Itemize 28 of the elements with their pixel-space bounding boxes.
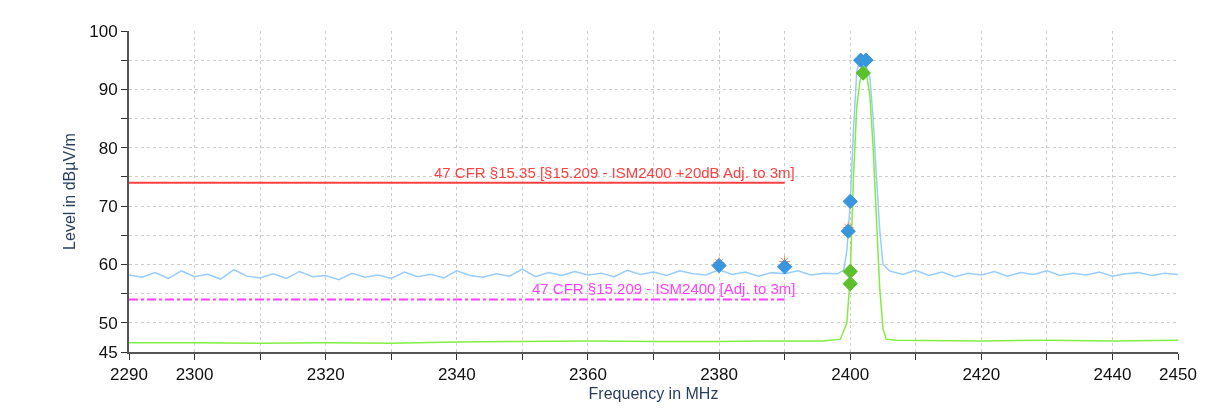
y-tick-label: 100 — [89, 21, 118, 41]
x-tick-label: 2440 — [1093, 365, 1132, 385]
x-tick-label: 2290 — [110, 365, 148, 385]
y-tick-label: 60 — [98, 255, 118, 275]
series-label: 47 CFR §15.35 [§15.209 - ISM2400 +20dB Adj. to 3m] — [434, 164, 795, 181]
x-tick-label: 2450 — [1159, 365, 1197, 385]
point — [711, 257, 727, 274]
point — [842, 193, 858, 210]
point — [840, 223, 856, 239]
x-tick-label: 2360 — [569, 365, 607, 385]
x-tick-label: 2420 — [962, 365, 1001, 385]
x-tick-label: 2380 — [700, 365, 738, 385]
y-tick-label: 80 — [98, 138, 118, 158]
y-tick-label: 90 — [98, 80, 118, 100]
series-label: 47 CFR §15.209 - ISM2400 [Adj. to 3m] — [532, 280, 796, 297]
y-tick-label: 45 — [98, 342, 118, 362]
point — [842, 276, 858, 292]
point — [776, 259, 793, 275]
x-tick-label: 2340 — [437, 365, 476, 385]
y-axis-title: Level in dBµV/m — [60, 133, 78, 250]
x-tick-label: 2320 — [306, 365, 345, 385]
y-tick-label: 70 — [98, 197, 118, 217]
point — [855, 65, 871, 81]
x-tick-label: 2400 — [831, 365, 870, 385]
point — [842, 263, 858, 280]
y-tick-label: 50 — [98, 313, 118, 333]
x-axis-title: Frequency in MHz — [588, 384, 719, 402]
x-tick-label: 2300 — [175, 365, 214, 385]
